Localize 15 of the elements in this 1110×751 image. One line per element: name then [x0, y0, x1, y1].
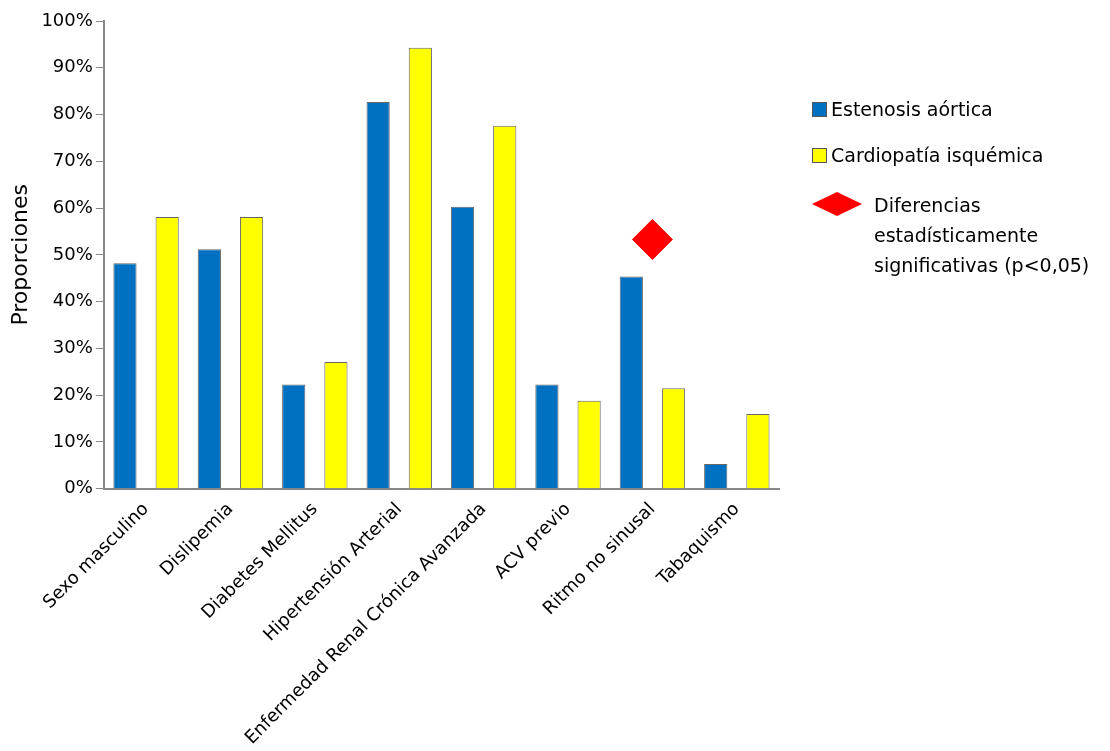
y-tick-label: 30% [52, 336, 93, 358]
y-axis-title: Proporciones [6, 184, 32, 326]
y-tick-label: 50% [52, 242, 93, 264]
y-tick-label: 10% [52, 429, 93, 451]
legend-label: Cardiopatía isquémica [831, 144, 1044, 166]
y-tick-label: 20% [52, 382, 93, 404]
y-tick-label: 70% [52, 148, 93, 170]
y-tick-label: 0% [64, 476, 93, 498]
y-tick-label: 40% [52, 289, 93, 311]
y-tick-label: 100% [41, 8, 93, 30]
legend-label: Estenosis aórtica [831, 98, 993, 120]
legend-label: Diferencias estadísticamente significativas (p<0,05) [874, 193, 1091, 278]
y-tick-label: 60% [52, 195, 93, 217]
y-tick-label: 80% [52, 102, 93, 124]
y-tick-label: 90% [52, 55, 93, 77]
